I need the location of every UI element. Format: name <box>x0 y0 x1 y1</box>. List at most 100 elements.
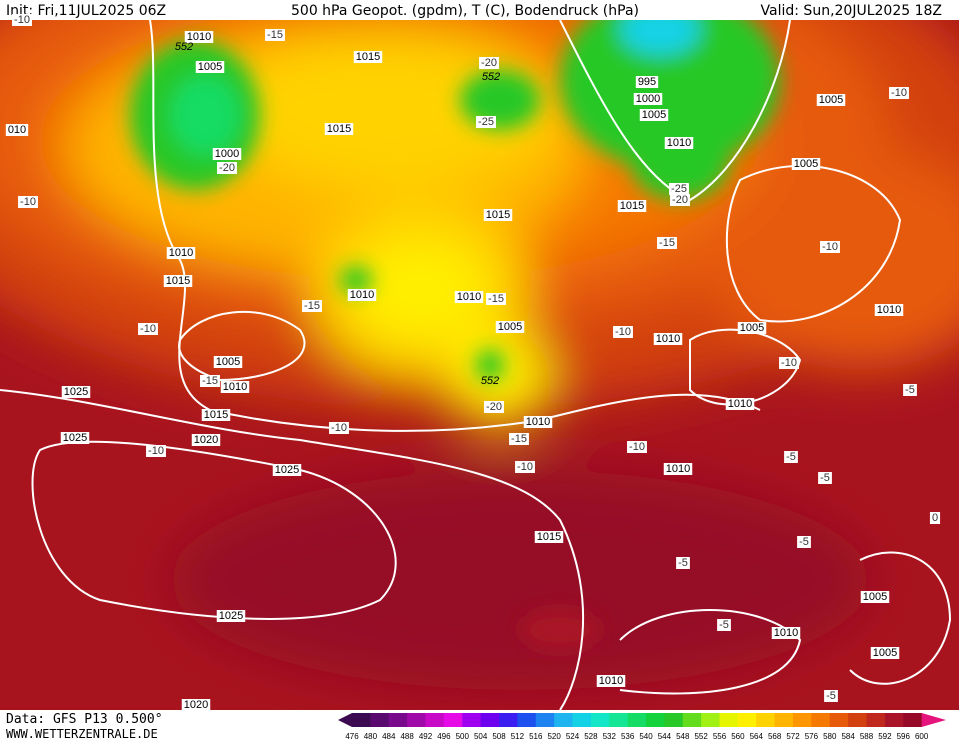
website: WWW.WETTERZENTRALE.DE <box>6 727 158 741</box>
label-box <box>534 531 564 543</box>
isobar-label-text: 1005 <box>863 591 887 603</box>
isobar-label-text: 1010 <box>656 333 680 345</box>
colorbar-cell <box>848 713 867 727</box>
temperature-label: -10 <box>12 14 32 26</box>
isobar-label-text: 1025 <box>275 464 299 476</box>
temperature-label: -20 <box>217 162 237 174</box>
label-box <box>929 512 941 524</box>
temperature-label-text: -20 <box>486 401 502 413</box>
colorbar: 476 480 484 488 492 496 500 504 508 512 516 520 524 5… <box>338 713 946 741</box>
colorbar-cell <box>701 713 720 727</box>
colorbar-cell <box>407 713 426 727</box>
colorbar-cell <box>774 713 794 727</box>
colorbar-label: 484 <box>382 732 396 741</box>
temperature-label-text: -15 <box>304 300 320 312</box>
temperature-label: -15 <box>657 237 677 249</box>
temperature-label: -15 <box>265 29 285 41</box>
isobar-label-text: 1015 <box>537 531 561 543</box>
isobar-label-text: 1015 <box>486 209 510 221</box>
label-box <box>195 61 225 73</box>
isobar-label-text: 1025 <box>64 386 88 398</box>
colorbar-label: 548 <box>676 732 690 741</box>
isobar-label: 1010 <box>874 304 904 316</box>
isobar-label: 1025 <box>61 386 91 398</box>
temperature-label: -5 <box>676 557 690 569</box>
colorbar-cell <box>535 713 555 727</box>
colorbar-cell <box>829 713 849 727</box>
colorbar-cell <box>499 713 518 727</box>
isobar-label-text: 1020 <box>194 434 218 446</box>
label-box <box>725 398 755 410</box>
colorbar-label: 492 <box>419 732 433 741</box>
temperature-label: -5 <box>797 536 811 548</box>
colorbar-cell <box>517 713 537 727</box>
label-box <box>664 137 694 149</box>
temperature-label: -10 <box>627 441 647 453</box>
colorbar-cell <box>664 713 684 727</box>
isobar-label: 1015 <box>534 531 564 543</box>
isobar-label-text: 995 <box>638 76 656 88</box>
label-box <box>163 275 193 287</box>
isobar-label-text: 1010 <box>774 627 798 639</box>
label-box <box>61 386 91 398</box>
geopotential-label-text: 552 <box>481 375 499 387</box>
label-box <box>824 690 838 702</box>
isobar-label-text: 1005 <box>873 647 897 659</box>
temperature-label: -10 <box>889 87 909 99</box>
label-box <box>324 123 354 135</box>
isobar-label: 1015 <box>617 200 647 212</box>
temperature-label: -5 <box>824 690 838 702</box>
colorbar-label: 488 <box>400 732 414 741</box>
label-box <box>633 93 663 105</box>
isobar-label: 995 <box>635 76 659 88</box>
temperature-label-text: -20 <box>219 162 235 174</box>
label-box <box>816 94 846 106</box>
colorbar-label: 504 <box>474 732 488 741</box>
label-box <box>820 241 840 253</box>
colorbar-label: 520 <box>547 732 561 741</box>
isobar-label: 1025 <box>272 464 302 476</box>
colorbar-cell <box>737 713 757 727</box>
isobar-label-text: 1010 <box>877 304 901 316</box>
label-box <box>454 291 484 303</box>
temperature-label-text: -5 <box>820 472 830 484</box>
label-box <box>138 323 158 335</box>
isobar-label: 1000 <box>633 93 663 105</box>
temperature-label: -15 <box>509 433 529 445</box>
isobar-label-text: 1010 <box>526 416 550 428</box>
colorbar-label: 532 <box>603 732 617 741</box>
temperature-label: -10 <box>138 323 158 335</box>
isobar-label: 1015 <box>163 275 193 287</box>
isobar-label: 1010 <box>166 247 196 259</box>
colorbar-label: 588 <box>860 732 874 741</box>
temperature-label-text: -5 <box>786 451 796 463</box>
isobar-label: 1010 <box>454 291 484 303</box>
colorbar-cell <box>554 713 573 727</box>
isobar-label-text: 1010 <box>728 398 752 410</box>
temperature-label-text: -25 <box>478 116 494 128</box>
geopotential-label: 552 <box>482 71 500 83</box>
geopotential-label-text: 552 <box>175 41 193 53</box>
isobar-label: 010 <box>5 124 29 136</box>
temperature-label-text: -20 <box>672 194 688 206</box>
label-box <box>479 57 499 69</box>
temperature-label-text: -15 <box>488 293 504 305</box>
temperature-label-text: 0 <box>932 512 938 524</box>
map-labels: 1010 1005 1000 010 1015 1015 1010 1015 1005 1010 1… <box>5 14 941 711</box>
geopotential-label-text: 552 <box>482 71 500 83</box>
isobar-label-text: 1010 <box>667 137 691 149</box>
label-box <box>146 445 166 457</box>
temperature-label-text: -10 <box>822 241 838 253</box>
init-time: Init: Fri,11JUL2025 06Z <box>6 3 166 19</box>
temperature-label-text: -5 <box>905 384 915 396</box>
map-title: 500 hPa Geopot. (gpdm), T (C), Bodendruc… <box>291 3 639 19</box>
colorbar-cell <box>793 713 812 727</box>
isobar-label: 1015 <box>483 209 513 221</box>
isobar-label: 1010 <box>596 675 626 687</box>
label-box <box>184 31 214 43</box>
colorbar-label: 584 <box>841 732 855 741</box>
isobar-label-text: 1025 <box>219 610 243 622</box>
isobar-label-text: 1025 <box>63 432 87 444</box>
label-box <box>613 326 633 338</box>
